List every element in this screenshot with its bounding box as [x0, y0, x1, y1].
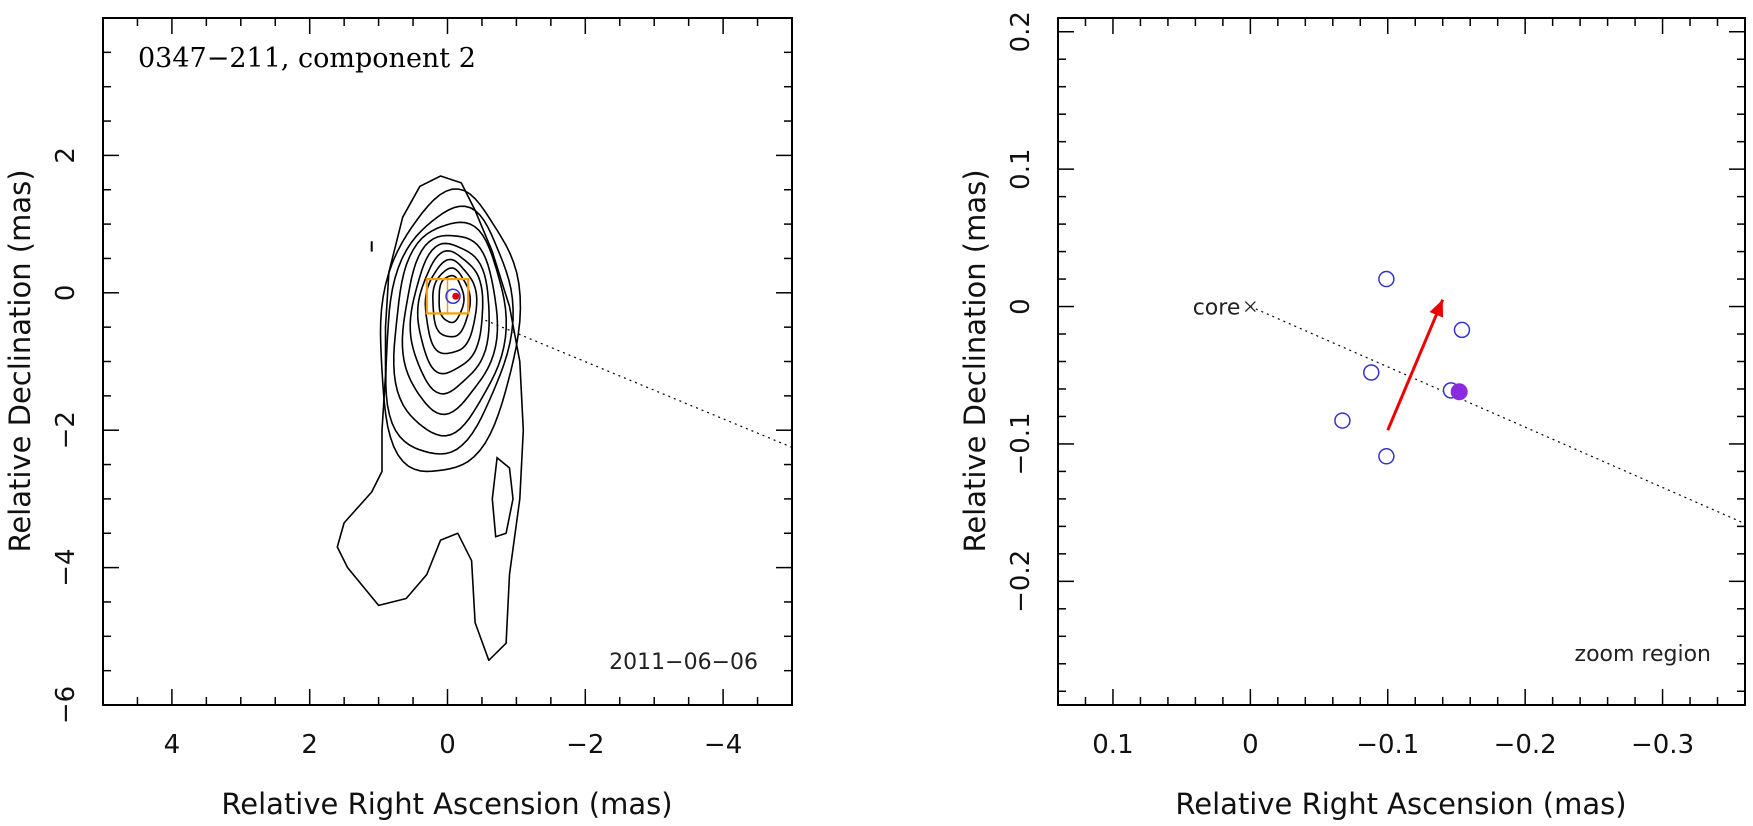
motion-arrow-head	[1429, 299, 1444, 318]
direction-line-zoom	[1250, 305, 1746, 525]
left-x-axis-title: Relative Right Ascension (mas)	[221, 787, 672, 821]
open-point	[1363, 364, 1380, 381]
motion-arrow	[1386, 299, 1445, 431]
right-panel: 0.1 0 −0.1 −0.2 −0.3 0.2 0.1 0 −0.1 −0.2 zoom reg…	[958, 11, 1746, 821]
left-title: 0347−211, component 2	[138, 43, 476, 74]
right-y-tick-label: 0.2	[1006, 11, 1036, 52]
left-y-tick-label: 2	[51, 147, 81, 164]
core-label: core	[1193, 296, 1241, 321]
right-y-axis-title: Relative Declination (mas)	[958, 169, 992, 552]
core-x-marker	[1244, 301, 1256, 312]
right-x-tick-label: 0.1	[1092, 730, 1133, 760]
open-point	[1334, 412, 1351, 429]
open-point	[1378, 270, 1395, 288]
right-plot-frame	[1057, 17, 1746, 706]
left-y-tick-label: −2	[51, 411, 81, 449]
right-x-tick-label: −0.3	[1631, 730, 1694, 760]
contour-level	[401, 234, 499, 416]
filled-point	[1450, 383, 1468, 401]
right-y-tick-label: −0.2	[1006, 550, 1036, 613]
contour-level	[431, 267, 472, 338]
right-marks	[1244, 270, 1746, 525]
right-x-tick-label: −0.1	[1356, 730, 1419, 760]
left-y-tick-label: −6	[51, 686, 81, 724]
core-marker	[452, 292, 460, 300]
open-point	[1378, 448, 1395, 465]
contour-level	[409, 242, 490, 395]
zoom-region-annotation: zoom region	[1575, 642, 1711, 667]
left-x-tick-label: 2	[301, 730, 318, 760]
contour-level	[416, 249, 484, 375]
left-y-axis-title: Relative Declination (mas)	[3, 169, 37, 552]
right-x-tick-label: −0.2	[1494, 730, 1557, 760]
left-plot-frame	[102, 17, 793, 706]
right-y-tick-label: 0	[1006, 298, 1036, 315]
right-ticks: 0.1 0 −0.1 −0.2 −0.3 0.2 0.1 0 −0.1 −0.2	[1006, 11, 1746, 760]
contour-outer	[336, 175, 525, 662]
left-date-annotation: 2011−06−06	[609, 650, 758, 675]
contour-level	[384, 205, 514, 455]
component-circle	[445, 288, 461, 304]
left-y-tick-label: 0	[51, 285, 81, 302]
left-marks	[425, 277, 793, 448]
left-x-tick-label: 0	[439, 730, 456, 760]
right-x-tick-label: 0	[1242, 730, 1259, 760]
contour-map	[336, 175, 525, 662]
left-x-tick-label: 4	[164, 730, 181, 760]
contour-level	[438, 274, 465, 324]
contour-island	[491, 456, 514, 538]
right-x-axis-title: Relative Right Ascension (mas)	[1175, 787, 1626, 821]
direction-line	[485, 319, 793, 448]
left-y-tick-label: −4	[51, 548, 81, 586]
left-panel: 4 2 0 −2 −4 2 0 −2 −4 −6 0347−211, component 2 20…	[3, 17, 793, 821]
open-point	[1453, 321, 1471, 339]
contour-level	[424, 258, 478, 355]
left-x-tick-label: −4	[704, 730, 742, 760]
contour-level	[393, 221, 507, 437]
left-x-tick-label: −2	[566, 730, 604, 760]
contour-level	[379, 188, 522, 473]
right-y-tick-label: 0.1	[1006, 148, 1036, 189]
right-y-tick-label: −0.1	[1006, 412, 1036, 475]
left-ticks: 4 2 0 −2 −4 2 0 −2 −4 −6	[51, 17, 793, 760]
